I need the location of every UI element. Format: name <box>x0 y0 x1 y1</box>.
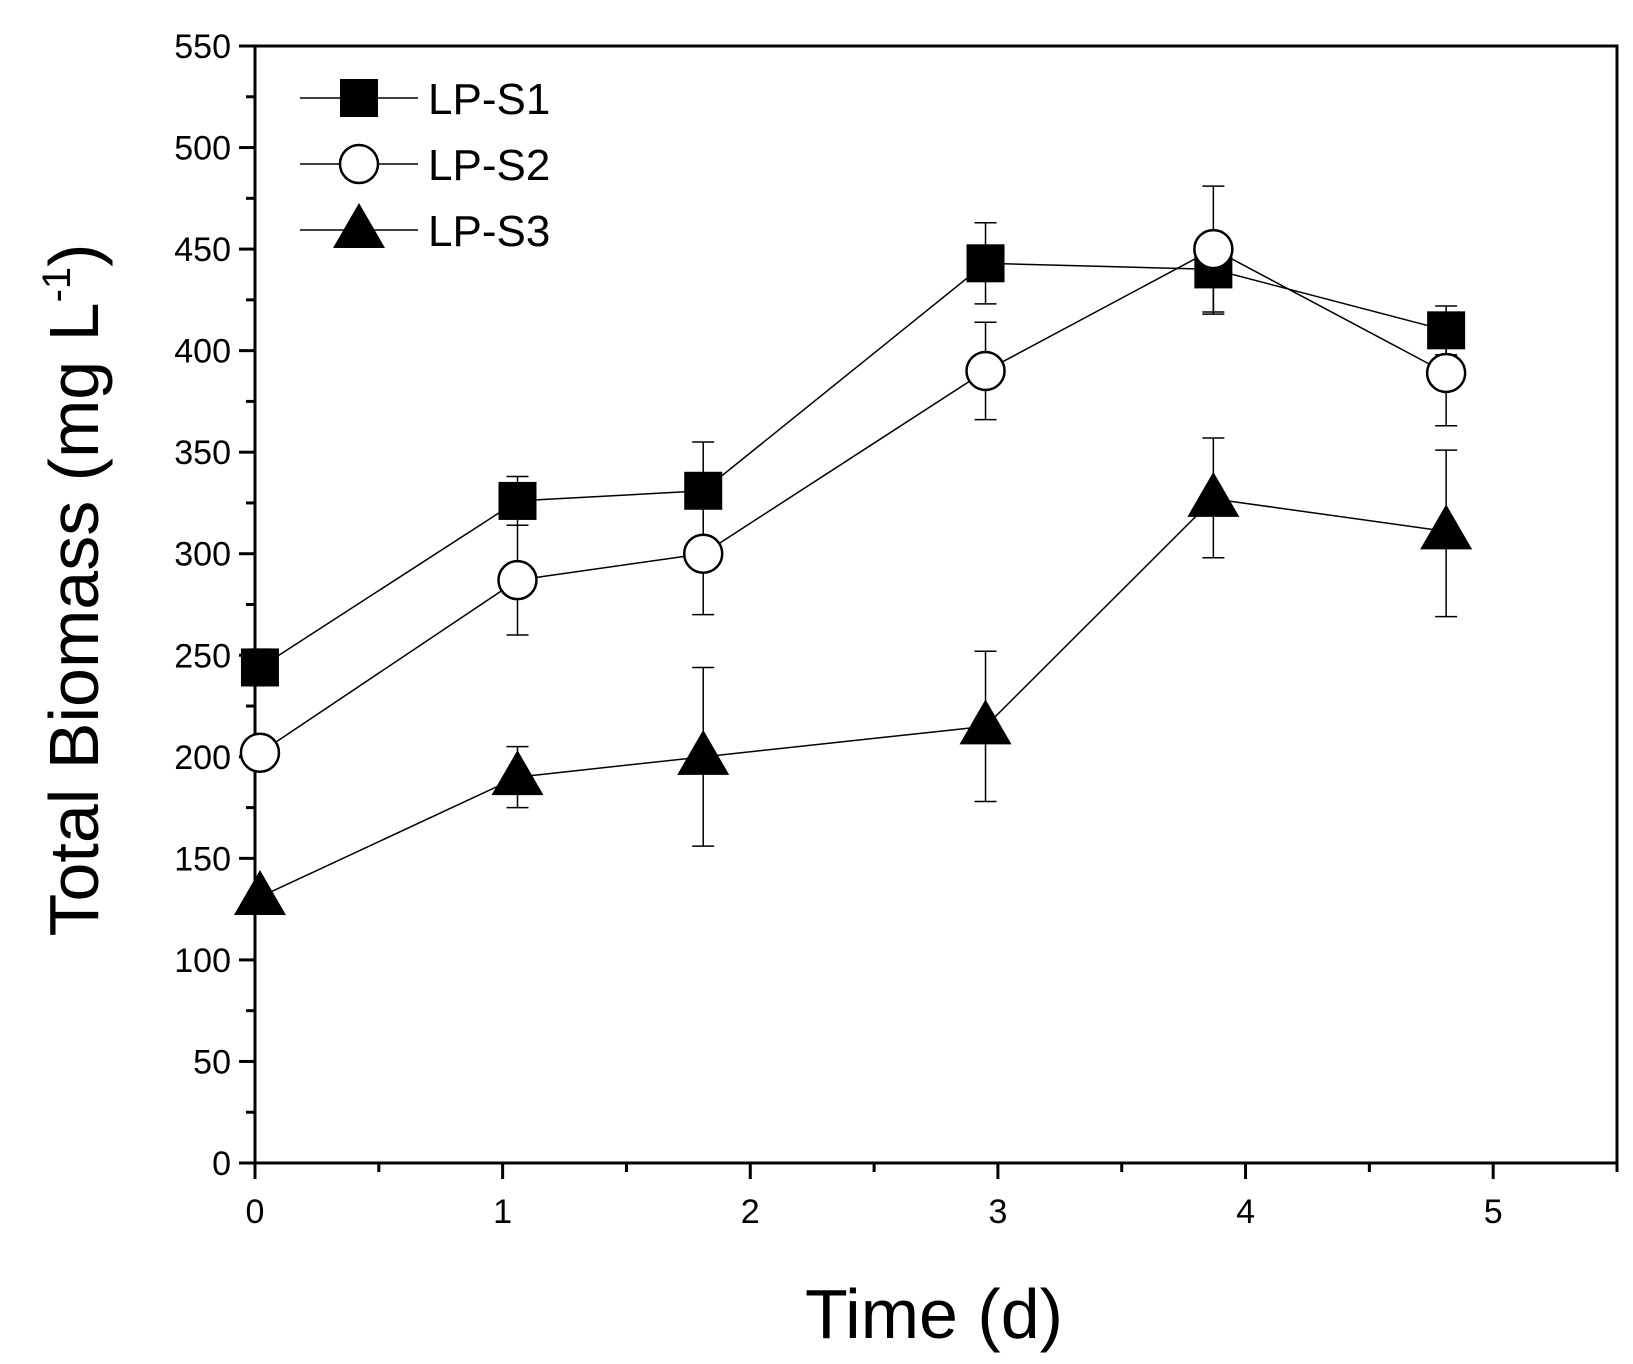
y-tick-label: 550 <box>174 28 231 66</box>
y-tick-label: 400 <box>174 333 231 371</box>
legend-label: LP-S2 <box>428 141 550 190</box>
data-point <box>497 559 538 601</box>
legend-item-lp-s2: LP-S2 <box>300 141 550 190</box>
series-lp-s1 <box>240 221 1466 687</box>
axes: 0 50 100 150 200 250 300 350 400 450 500 550 0 1 2 3 4 5 <box>174 28 1619 1231</box>
data-point <box>959 699 1012 745</box>
x-tick-label: 5 <box>1484 1193 1503 1231</box>
legend-marker <box>338 143 380 185</box>
legend-marker <box>333 203 385 248</box>
series-line <box>259 262 1447 669</box>
legend-item-lp-s1: LP-S1 <box>300 75 550 124</box>
legend-marker <box>340 79 378 117</box>
data-point <box>1425 352 1467 394</box>
data-point <box>966 244 1005 283</box>
data-point <box>239 732 281 774</box>
x-tick-label: 0 <box>246 1193 265 1231</box>
series-lp-s2 <box>239 185 1467 774</box>
y-axis-title: Total Biomass (mg L-1) <box>35 244 113 937</box>
data-point <box>677 729 730 775</box>
y-axis-title-main: Total Biomass (mg L <box>35 302 113 936</box>
y-tick-label: 500 <box>174 130 231 168</box>
data-point <box>1187 471 1240 517</box>
data-point <box>491 750 544 796</box>
y-tick-label: 50 <box>193 1043 231 1081</box>
x-tick-label: 1 <box>493 1193 512 1231</box>
y-tick-label: 450 <box>174 231 231 269</box>
x-tick-label: 3 <box>988 1193 1007 1231</box>
x-axis-title: Time (d) <box>805 1275 1063 1353</box>
y-tick-label: 300 <box>174 536 231 574</box>
data-point <box>1420 504 1473 550</box>
y-tick-label: 0 <box>212 1145 231 1183</box>
y-tick-label: 350 <box>174 434 231 472</box>
y-tick-label: 200 <box>174 739 231 777</box>
series-layer <box>233 185 1473 915</box>
y-tick-label: 150 <box>174 840 231 878</box>
series-lp-s3 <box>233 437 1473 915</box>
data-point <box>498 481 537 520</box>
data-point <box>965 350 1006 392</box>
y-tick-label: 250 <box>174 637 231 675</box>
legend-item-lp-s3: LP-S3 <box>300 203 550 256</box>
data-point <box>233 869 286 915</box>
y-tick-label: 100 <box>174 942 231 980</box>
legend-label: LP-S1 <box>428 75 550 124</box>
y-axis-title-close: ) <box>35 244 113 267</box>
series-line <box>259 498 1447 898</box>
data-point <box>1427 311 1466 350</box>
x-tick-label: 2 <box>741 1193 760 1231</box>
legend: LP-S1 LP-S2 LP-S3 <box>300 75 550 256</box>
data-point <box>682 533 724 574</box>
data-point <box>1193 228 1234 270</box>
x-tick-label: 4 <box>1236 1193 1255 1231</box>
legend-label: LP-S3 <box>428 207 550 256</box>
y-axis-title-superscript: -1 <box>35 267 79 303</box>
series-line <box>259 248 1447 754</box>
data-point <box>240 648 279 687</box>
